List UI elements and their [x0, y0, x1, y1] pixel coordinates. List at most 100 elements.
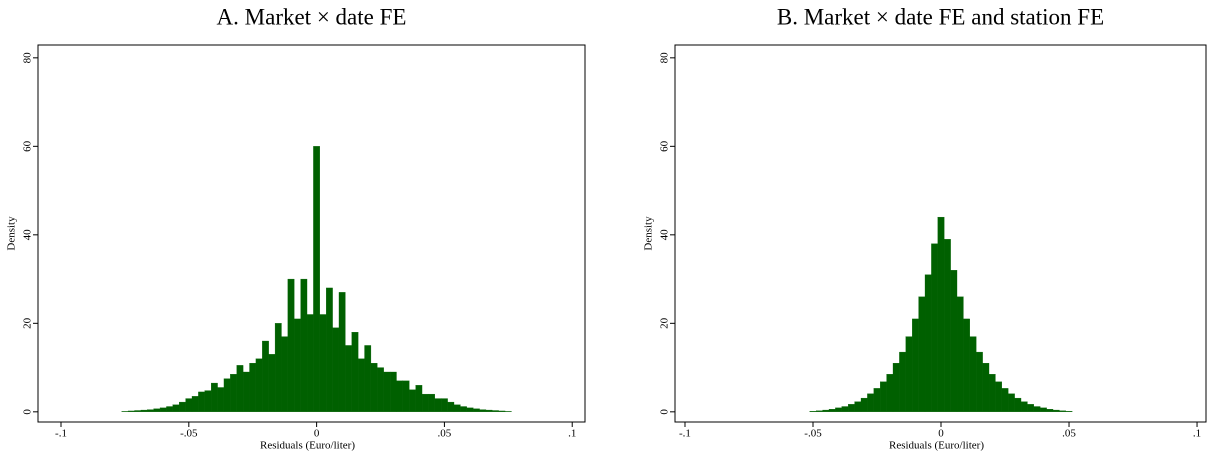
bar — [905, 336, 913, 412]
bar — [274, 323, 282, 412]
bar — [357, 358, 365, 412]
bar — [1033, 406, 1041, 412]
bar — [912, 318, 919, 412]
bar — [1046, 409, 1054, 412]
bar — [841, 406, 849, 412]
bar — [1052, 409, 1060, 412]
bar — [988, 374, 996, 412]
bar — [191, 396, 199, 412]
bar — [409, 389, 416, 412]
bar — [140, 409, 148, 412]
bar — [370, 362, 378, 412]
bar — [300, 278, 308, 412]
bar — [262, 340, 269, 412]
bar — [918, 296, 926, 412]
bar — [485, 409, 493, 412]
x-tick-label: .05 — [438, 428, 452, 440]
bar — [479, 409, 487, 412]
bar — [848, 404, 855, 412]
bar — [956, 296, 964, 412]
bar — [963, 318, 970, 412]
bar — [217, 387, 225, 412]
bar — [326, 287, 333, 412]
bar — [147, 409, 154, 412]
bar — [153, 408, 161, 412]
bar — [854, 401, 862, 412]
bar — [198, 391, 205, 412]
bar — [816, 410, 823, 412]
y-axis-title: Density — [643, 216, 655, 251]
bar — [969, 336, 977, 412]
y-tick-label: 80 — [659, 52, 671, 64]
bar — [223, 378, 231, 412]
bar — [294, 318, 301, 412]
bar — [179, 401, 186, 412]
x-tick-label: .1 — [568, 428, 576, 440]
bar — [377, 367, 384, 412]
bar — [873, 388, 881, 412]
bar — [383, 371, 391, 412]
plot-frame — [674, 44, 1207, 423]
bar — [428, 393, 435, 412]
bar — [319, 314, 327, 412]
bar — [886, 374, 894, 412]
y-tick-label: 40 — [659, 229, 671, 241]
bar — [166, 406, 173, 412]
chart-title: A. Market × date FE — [217, 4, 407, 29]
bar — [242, 371, 250, 412]
bar — [268, 354, 276, 412]
bar — [995, 381, 1002, 412]
bar — [899, 351, 906, 412]
bar — [313, 146, 320, 412]
bar — [441, 398, 448, 412]
x-tick-label: .1 — [1193, 428, 1201, 440]
y-axis-title: Density — [6, 216, 18, 251]
bar — [1065, 411, 1073, 412]
bar — [1040, 407, 1047, 412]
x-tick-label: -.1 — [679, 428, 691, 440]
bar — [415, 385, 423, 412]
bar — [460, 406, 467, 412]
bar — [822, 409, 830, 412]
bar — [1008, 393, 1015, 412]
bar — [466, 407, 474, 412]
bar — [498, 410, 506, 412]
bar — [892, 362, 900, 412]
y-tick-label: 20 — [22, 317, 34, 329]
y-tick-label: 0 — [22, 409, 34, 415]
bar — [364, 345, 372, 412]
bar — [230, 374, 237, 412]
bar — [944, 239, 951, 412]
bar — [127, 410, 135, 412]
bar — [447, 401, 455, 412]
bar — [281, 336, 289, 412]
bar — [1020, 401, 1028, 412]
y-tick-label: 20 — [659, 317, 671, 329]
bar — [880, 381, 887, 412]
x-tick-label: -.05 — [180, 428, 198, 440]
bar — [860, 397, 868, 412]
bar — [351, 332, 359, 412]
x-tick-label: .05 — [1062, 428, 1076, 440]
bar — [924, 274, 932, 412]
bar — [1059, 410, 1066, 412]
bar — [976, 351, 983, 412]
bar — [492, 410, 499, 412]
bar — [473, 408, 480, 412]
plot-frame — [37, 44, 586, 423]
bar — [389, 371, 397, 412]
x-tick-label: 0 — [938, 428, 944, 440]
x-tick-label: -.05 — [804, 428, 822, 440]
bar — [937, 216, 945, 412]
bar — [345, 345, 352, 412]
x-tick-label: 0 — [314, 428, 320, 440]
bar — [931, 243, 938, 412]
x-tick-label: -.1 — [55, 428, 67, 440]
y-tick-label: 60 — [22, 140, 34, 152]
y-tick-label: 80 — [22, 52, 34, 64]
bar — [402, 380, 410, 412]
y-tick-label: 0 — [659, 409, 671, 415]
bar — [236, 365, 244, 412]
bar — [134, 410, 142, 412]
